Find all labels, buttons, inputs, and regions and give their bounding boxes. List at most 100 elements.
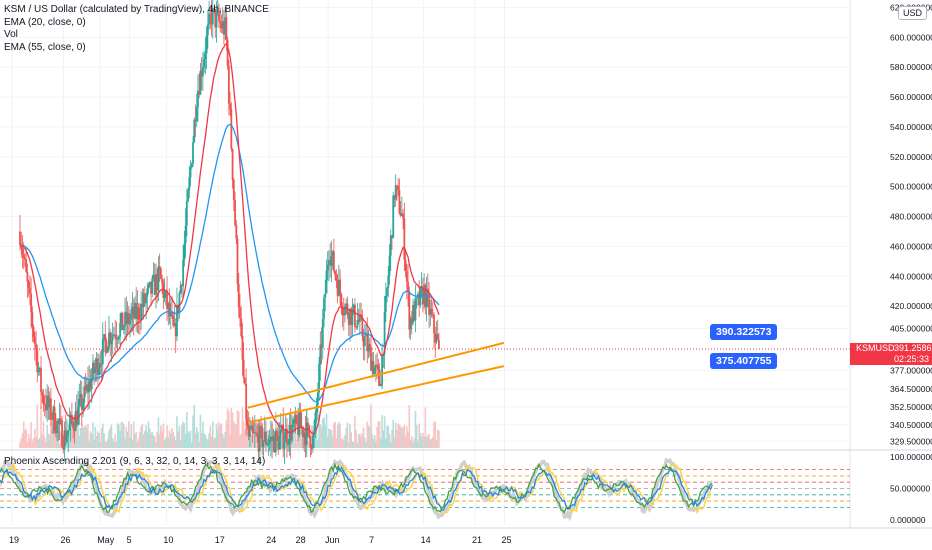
volume-bar [329, 429, 331, 448]
volume-bar [230, 407, 233, 448]
candle [214, 8, 217, 38]
candle-body [346, 303, 349, 316]
candle-body [256, 433, 259, 436]
volume-bar [52, 427, 55, 448]
candle-body [116, 338, 119, 340]
volume-bar [179, 440, 182, 448]
candle [36, 344, 39, 383]
candle [392, 191, 395, 239]
candle-body [94, 367, 97, 374]
volume-bar [148, 428, 151, 448]
upper-trendline-callout: 390.322573 [710, 324, 778, 341]
candle [188, 165, 191, 199]
candle-body [173, 322, 176, 326]
candle [272, 428, 275, 453]
volume-bar [386, 425, 388, 448]
volume-bar [116, 423, 119, 448]
time-tick-label: May [97, 535, 115, 545]
candle [198, 73, 201, 99]
candle [363, 324, 366, 361]
volume-bar [394, 422, 397, 448]
candle [59, 404, 62, 426]
candle [100, 349, 103, 380]
candle-body [394, 185, 397, 200]
price-tick-label: 460.000000 [890, 241, 932, 251]
candle-body [59, 418, 62, 421]
volume-bar [381, 415, 383, 448]
candle-body [138, 319, 141, 321]
candle-body [293, 419, 296, 424]
volume-bar [438, 430, 440, 448]
volume-bar [414, 411, 417, 448]
volume-bar [21, 432, 24, 448]
candle [229, 92, 231, 117]
candle-body [320, 344, 323, 348]
candle-body [351, 310, 354, 326]
volume-bar [355, 430, 357, 448]
candle-body [407, 281, 409, 292]
candle-body [101, 338, 104, 365]
candle [75, 394, 78, 428]
candle-body [135, 302, 138, 319]
ema-55-line [19, 123, 440, 403]
candle [283, 432, 286, 464]
candle [329, 242, 332, 278]
candle [330, 240, 333, 283]
candle [108, 315, 110, 352]
candle-body [151, 278, 154, 294]
candles [19, 0, 440, 465]
volume-bar [393, 437, 396, 448]
candle-body [92, 362, 94, 379]
candle [273, 431, 276, 453]
candle-body [210, 13, 213, 25]
candle [61, 415, 63, 449]
candle-body [147, 284, 150, 289]
volume-bar [409, 440, 412, 448]
candle-body [302, 426, 304, 438]
price-tick-label: 500.000000 [890, 182, 932, 192]
candle-body [242, 359, 245, 378]
candle-body [57, 420, 60, 425]
candle-body [278, 435, 281, 450]
candle [106, 346, 109, 353]
volume-bar [31, 440, 34, 448]
trendlines[interactable] [247, 341, 505, 424]
candle [302, 425, 304, 449]
volume-bar [408, 404, 411, 448]
candle [372, 351, 375, 378]
candle [21, 234, 24, 268]
candle [326, 251, 329, 281]
time-axis[interactable]: 19 26 May 5 10 17 24 28 Jun 7 14 21 25 [9, 535, 511, 545]
candle [397, 177, 400, 197]
volume-bar [124, 438, 126, 448]
candle-body [225, 17, 228, 40]
candle-body [363, 336, 366, 347]
candle [370, 336, 372, 371]
candle-body [219, 21, 222, 24]
candle [159, 267, 162, 280]
candle-body [163, 292, 166, 299]
candle-body [376, 364, 379, 366]
candle-body [134, 302, 136, 319]
candle-body [90, 378, 93, 390]
oscillator-tick-label: 0.000000 [890, 515, 926, 525]
volume-bar [435, 440, 438, 448]
currency-badge[interactable]: USD [898, 6, 928, 20]
volume-bar [307, 440, 309, 448]
candle [311, 430, 314, 453]
candle [435, 320, 438, 345]
volume-bar [292, 422, 294, 448]
candle-body [145, 296, 147, 304]
candle [124, 297, 126, 341]
candle-body [218, 11, 220, 22]
candle-body [423, 284, 426, 305]
candle [53, 399, 56, 434]
candle [396, 184, 398, 201]
volume-bar [323, 417, 325, 448]
candle-body [176, 304, 178, 337]
trendline [247, 341, 505, 409]
candle [224, 7, 227, 41]
volume-bar [48, 434, 51, 448]
candle [173, 305, 176, 327]
